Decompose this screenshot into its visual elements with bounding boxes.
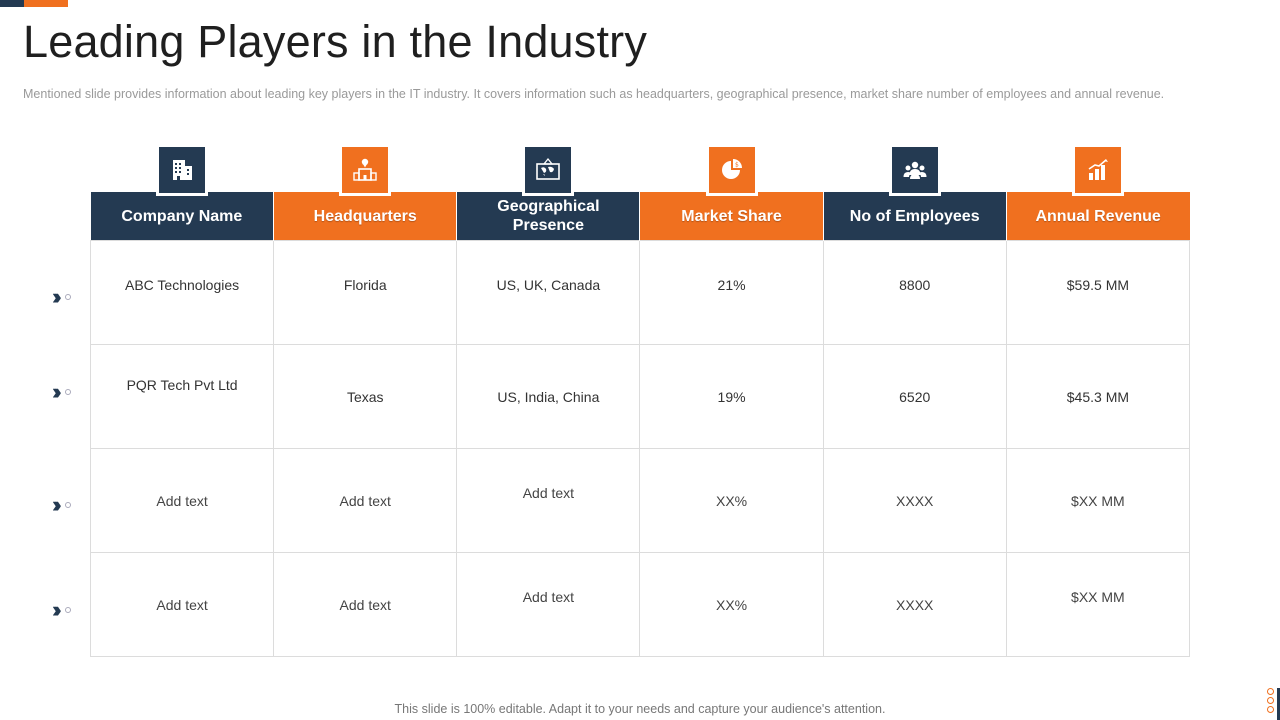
cell-geographical-presence: US, UK, Canada (456, 240, 641, 345)
table-row: ABC Technologies Florida US, UK, Canada … (89, 240, 1191, 345)
pie-chart-icon: $ (705, 144, 758, 196)
cell-market-share: XX% (639, 448, 824, 553)
row-bullet-chevron-icon: ›› (52, 286, 82, 308)
players-table: Company Name Headquarters Geographical P… (89, 192, 1191, 657)
cell-market-share: XX% (639, 552, 824, 657)
cell-headquarters: Florida (273, 240, 458, 345)
header-headquarters: Headquarters (273, 192, 458, 241)
headquarters-location-icon (338, 144, 391, 196)
cell-no-of-employees: 6520 (822, 344, 1007, 449)
header-geographical-presence: Geographical Presence (456, 192, 641, 241)
table-row: Add text Add text Add text XX% XXXX $XX … (89, 552, 1191, 657)
header-market-share: Market Share (639, 192, 824, 241)
cell-company-name: ABC Technologies (89, 240, 275, 345)
slide-title: Leading Players in the Industry (23, 16, 648, 67)
header-company-name: Company Name (90, 192, 275, 241)
corner-bar-decoration (1277, 688, 1280, 720)
cell-annual-revenue: $XX MM (1005, 448, 1191, 553)
table-header-row: Company Name Headquarters Geographical P… (90, 192, 1190, 241)
cell-annual-revenue: $45.3 MM (1005, 344, 1191, 449)
slide-subtitle: Mentioned slide provides information abo… (23, 87, 1165, 101)
row-bullet-chevron-icon: ›› (52, 599, 82, 621)
cell-headquarters: Texas (273, 344, 458, 449)
corner-dots-decoration (1267, 688, 1274, 713)
players-table-container: $ Company Name Headquarters Geographical… (89, 140, 1191, 657)
cell-company-name: Add text (89, 552, 275, 657)
cell-headquarters: Add text (273, 448, 458, 553)
cell-geographical-presence: Add text (456, 552, 641, 657)
cell-annual-revenue: $XX MM (1005, 552, 1191, 657)
people-group-icon (888, 144, 941, 196)
cell-company-name: PQR Tech Pvt Ltd (89, 344, 275, 449)
world-map-icon (522, 144, 575, 196)
cell-no-of-employees: 8800 (822, 240, 1007, 345)
cell-company-name: Add text (89, 448, 275, 553)
cell-market-share: 21% (639, 240, 824, 345)
row-bullet-chevron-icon: ›› (52, 381, 82, 403)
table-row: PQR Tech Pvt Ltd Texas US, India, China … (89, 344, 1191, 449)
header-icons-row: $ (90, 140, 1190, 196)
growth-bar-chart-icon (1072, 144, 1125, 196)
cell-no-of-employees: XXXX (822, 552, 1007, 657)
header-no-of-employees: No of Employees (823, 192, 1007, 241)
accent-bar-navy (0, 0, 24, 7)
cell-no-of-employees: XXXX (822, 448, 1007, 553)
svg-text:$: $ (735, 162, 739, 169)
cell-headquarters: Add text (273, 552, 458, 657)
header-annual-revenue: Annual Revenue (1006, 192, 1190, 241)
building-icon (155, 144, 208, 196)
cell-geographical-presence: Add text (456, 448, 641, 553)
cell-market-share: 19% (639, 344, 824, 449)
cell-annual-revenue: $59.5 MM (1005, 240, 1191, 345)
table-row: Add text Add text Add text XX% XXXX $XX … (89, 448, 1191, 553)
slide-footer-note: This slide is 100% editable. Adapt it to… (394, 702, 886, 716)
cell-geographical-presence: US, India, China (456, 344, 641, 449)
accent-bar-orange (24, 0, 68, 7)
row-bullet-chevron-icon: ›› (52, 494, 82, 516)
